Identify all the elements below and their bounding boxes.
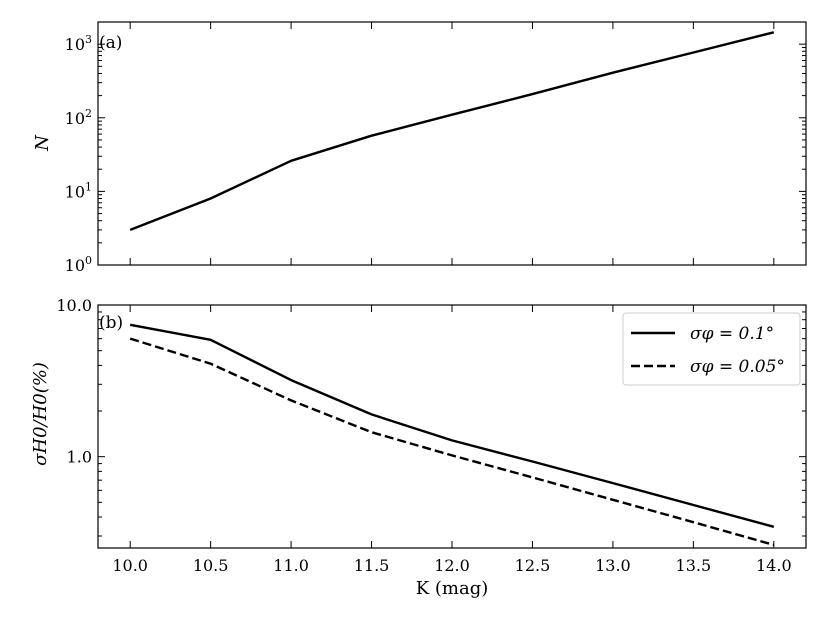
panel-b-xtick-label: 11.5 (354, 556, 390, 575)
panel-a-ytick-label: 103 (65, 33, 92, 54)
panel-b-ylabel: σH0/H0(%) (30, 362, 51, 466)
panel-b-xtick-label: 13.0 (595, 556, 631, 575)
panel-b-xtick-label: 12.0 (434, 556, 470, 575)
panel-a: (a) N 100 101 102 103 (32, 21, 807, 275)
panel-b-series-1-line (129, 337, 775, 547)
panel-b-xtick-label: 10.5 (193, 556, 229, 575)
panel-a-ytick-label: 101 (65, 180, 92, 201)
panel-b-xtick-label: 13.5 (676, 556, 712, 575)
panel-b: (b) σH0/H0(%) K (mag) 10.0 10.5 11.0 11.5 12… (30, 296, 807, 599)
panel-a-ytick-label: 102 (65, 107, 92, 128)
panel-b-xtick-label: 10.0 (112, 556, 148, 575)
panel-b-series-0-line (129, 323, 775, 528)
panel-a-frame (97, 21, 807, 266)
legend-label-1: σφ = 0.05° (690, 357, 785, 377)
legend-label-0: σφ = 0.1° (690, 324, 774, 344)
panel-b-xtick-label: 12.5 (515, 556, 551, 575)
panel-a-label: (a) (99, 33, 122, 53)
panel-b-xlabel: K (mag) (416, 578, 489, 599)
panel-b-ytick-label: 10.0 (56, 296, 92, 315)
panel-b-xtick-label: 14.0 (756, 556, 792, 575)
panel-b-label: (b) (99, 313, 123, 333)
legend: σφ = 0.1° σφ = 0.05° (622, 312, 801, 386)
legend-frame (622, 312, 801, 386)
panel-b-ytick-label: 1.0 (67, 448, 92, 467)
panel-b-xtick-label: 11.0 (273, 556, 309, 575)
panel-a-ytick-label: 100 (65, 254, 92, 275)
panel-a-series-0-line (129, 31, 775, 232)
panel-a-ylabel: N (32, 134, 53, 152)
